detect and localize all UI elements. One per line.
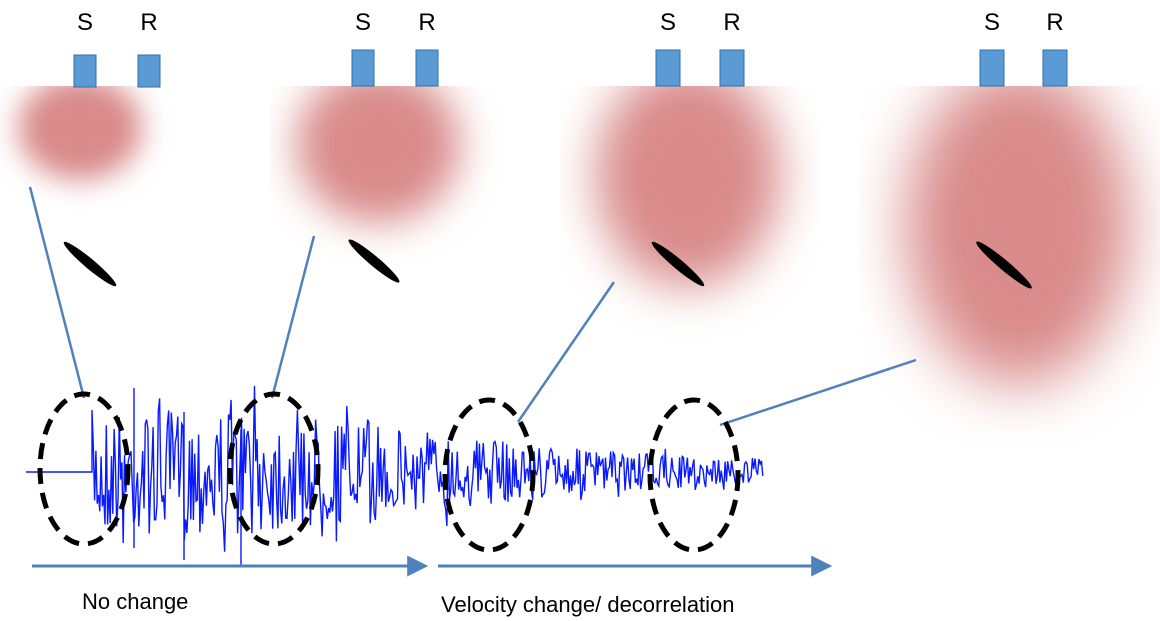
- time-windows: [37, 391, 741, 553]
- connector-lines: [28, 186, 917, 427]
- receiver-transducer-4: [1042, 49, 1068, 87]
- waveform-trace: [26, 385, 764, 552]
- receiver-label-1: R: [140, 9, 157, 36]
- panel-3: S R: [596, 9, 780, 287]
- connector-3: [516, 281, 616, 423]
- time-window-1: [37, 391, 131, 547]
- source-label-4: S: [984, 9, 1000, 36]
- diffusion-halo-2: [296, 86, 460, 223]
- receiver-transducer-1: [137, 54, 161, 88]
- source-transducer-1: [73, 54, 97, 88]
- connector-4: [719, 358, 917, 427]
- scatterer-2: [348, 239, 400, 283]
- no-change-caption: No change: [82, 589, 188, 614]
- connector-1: [28, 186, 86, 399]
- panel-2: S R: [296, 9, 460, 283]
- receiver-transducer-2: [415, 49, 439, 87]
- panel-4: S R: [906, 9, 1130, 385]
- receiver-label-2: R: [418, 9, 435, 36]
- source-transducer-3: [655, 49, 681, 87]
- diffusion-halo-4: [906, 86, 1130, 385]
- scatterer-1: [63, 241, 117, 287]
- receiver-label-4: R: [1046, 9, 1063, 36]
- source-transducer-4: [979, 49, 1005, 87]
- time-window-3: [442, 397, 536, 553]
- velocity-change-caption: Velocity change/ decorrelation: [441, 592, 735, 617]
- connector-2: [270, 235, 316, 399]
- receiver-label-3: R: [723, 9, 740, 36]
- scatterer-3: [651, 241, 705, 287]
- receiver-transducer-3: [719, 49, 745, 87]
- time-window-4: [647, 397, 741, 553]
- source-label-1: S: [77, 9, 93, 36]
- diffusion-halo-1: [18, 86, 142, 180]
- source-label-2: S: [355, 9, 371, 36]
- panel-1: S R: [18, 9, 161, 287]
- time-window-2: [227, 391, 321, 547]
- source-label-3: S: [660, 9, 676, 36]
- source-transducer-2: [351, 49, 375, 87]
- scatterer-4: [976, 241, 1032, 289]
- diffusion-halo-3: [596, 86, 780, 287]
